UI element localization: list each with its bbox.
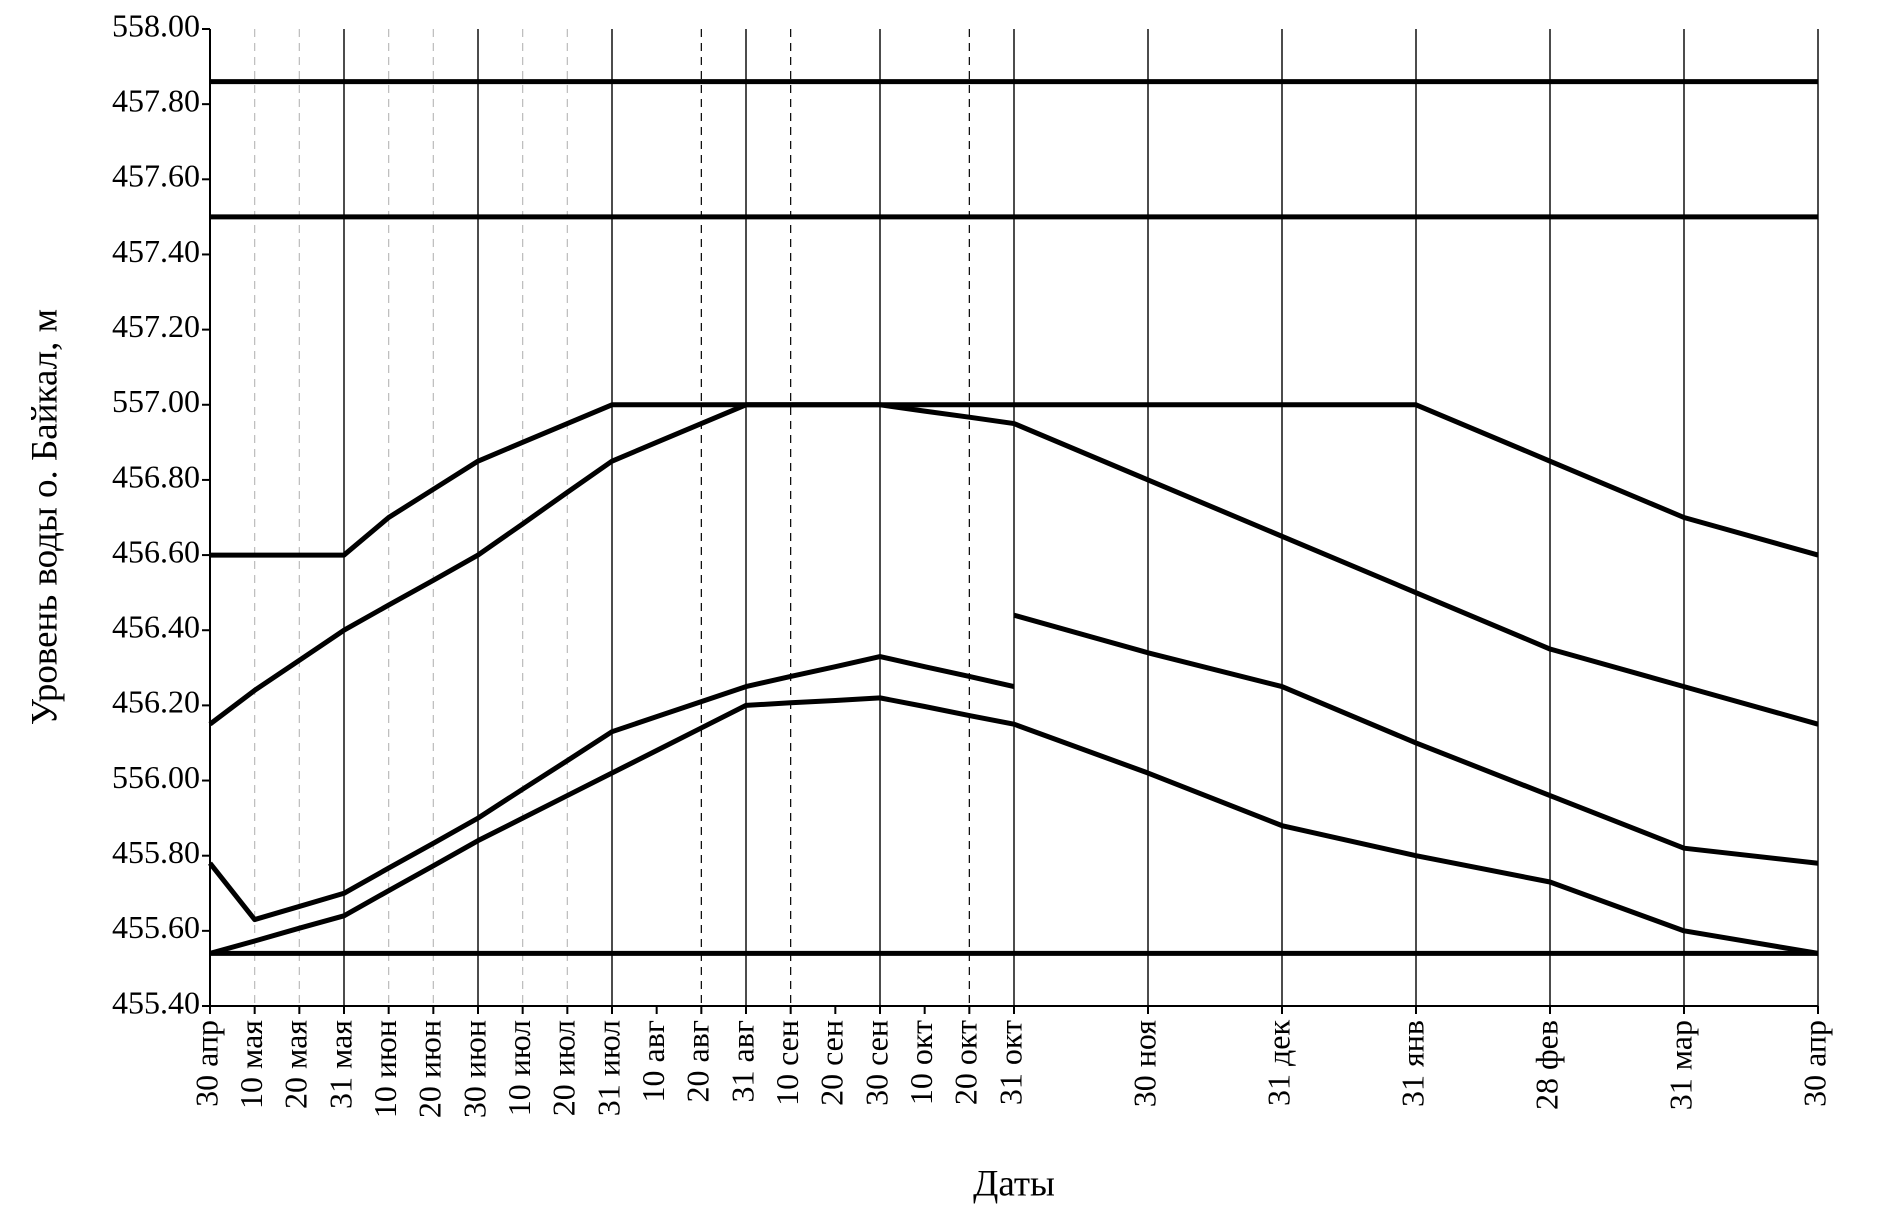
y-tick-label: 558.00 (112, 7, 200, 43)
x-tick-label: 10 июн (367, 1020, 403, 1118)
x-tick-label: 10 сен (769, 1020, 805, 1106)
y-tick-label: 557.00 (112, 383, 200, 419)
data-line (1013, 612, 1819, 866)
y-tick-label: 556.00 (112, 759, 200, 795)
y-tick-label: 456.20 (112, 684, 200, 720)
x-tick-label: 31 июл (590, 1020, 626, 1116)
x-tick-label: 31 мая (322, 1020, 358, 1109)
x-tick-label: 20 окт (948, 1020, 984, 1105)
x-tick-label: 10 авг (635, 1020, 671, 1102)
x-tick-label: 10 июл (501, 1020, 537, 1116)
x-tick-label: 20 июн (412, 1020, 448, 1118)
x-tick-label: 20 июл (546, 1020, 582, 1116)
y-axis-title: Уровень воды о. Байкал, м (24, 309, 65, 725)
y-tick-label: 455.60 (112, 909, 200, 945)
data-line (209, 695, 1819, 956)
y-tick-label: 457.40 (112, 233, 200, 269)
x-tick-label: 20 сен (814, 1020, 850, 1106)
data-line (208, 654, 1015, 923)
y-tick-label: 455.80 (112, 834, 200, 870)
x-axis-title: Даты (973, 1163, 1055, 1204)
data-line (208, 402, 1819, 727)
y-tick-label: 455.40 (112, 984, 200, 1020)
y-tick-label: 457.60 (112, 158, 200, 194)
y-tick-label: 456.60 (112, 533, 200, 569)
x-tick-label: 30 июн (456, 1020, 492, 1118)
x-tick-label: 31 мар (1662, 1020, 1698, 1110)
y-tick-label: 456.40 (112, 609, 200, 645)
x-tick-label: 30 сен (858, 1020, 894, 1106)
x-tick-label: 30 апр (1796, 1020, 1832, 1107)
y-tick-label: 457.80 (112, 82, 200, 118)
x-tick-label: 31 авг (724, 1020, 760, 1102)
x-tick-label: 20 авг (680, 1020, 716, 1102)
x-tick-label: 20 мая (278, 1020, 314, 1109)
y-tick-label: 456.80 (112, 458, 200, 494)
x-tick-label: 28 фев (1528, 1020, 1564, 1110)
x-tick-label: 31 янв (1394, 1020, 1430, 1107)
x-tick-label: 31 окт (992, 1020, 1028, 1105)
x-tick-label: 30 апр (188, 1020, 224, 1107)
y-tick-label: 457.20 (112, 308, 200, 344)
x-tick-label: 31 дек (1260, 1020, 1296, 1106)
x-tick-label: 30 ноя (1126, 1020, 1162, 1108)
x-tick-label: 10 окт (903, 1020, 939, 1105)
x-tick-label: 10 мая (233, 1020, 269, 1109)
